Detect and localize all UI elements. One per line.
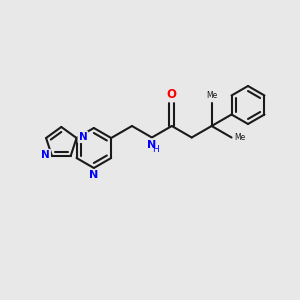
Text: Me: Me: [206, 91, 217, 100]
Text: N: N: [41, 150, 50, 160]
Text: N: N: [147, 140, 157, 149]
Text: O: O: [167, 88, 177, 101]
Text: Me: Me: [235, 133, 246, 142]
Text: H: H: [152, 146, 159, 154]
Text: N: N: [89, 170, 98, 180]
Text: N: N: [79, 132, 87, 142]
